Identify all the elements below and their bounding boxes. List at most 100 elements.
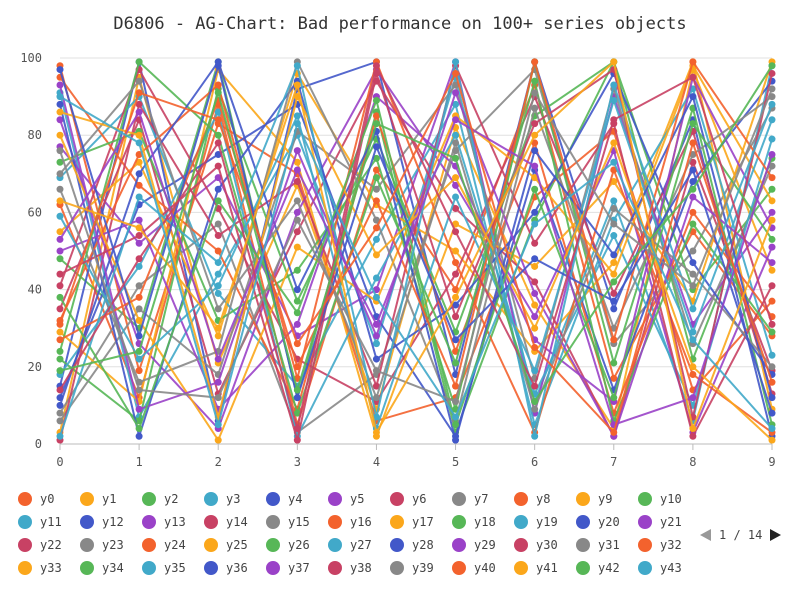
legend-item-y3[interactable]: y3 xyxy=(204,492,240,506)
legend-item-y42[interactable]: y42 xyxy=(576,561,620,575)
series-point-y30 xyxy=(135,232,143,240)
legend-marker-icon xyxy=(452,492,466,506)
series-point-y6 xyxy=(452,205,460,213)
legend-item-y26[interactable]: y26 xyxy=(266,538,310,552)
series-line-y35 xyxy=(59,61,773,437)
legend-item-y20[interactable]: y20 xyxy=(576,515,620,529)
legend-label: y41 xyxy=(536,561,558,575)
legend-item-y16[interactable]: y16 xyxy=(328,515,372,529)
legend-item-y40[interactable]: y40 xyxy=(452,561,496,575)
legend-marker-icon xyxy=(390,538,404,552)
legend-item-y38[interactable]: y38 xyxy=(328,561,372,575)
legend-item-y6[interactable]: y6 xyxy=(390,492,426,506)
pager-prev-icon[interactable] xyxy=(700,529,711,541)
legend-pager: 1 / 14 xyxy=(700,528,782,542)
legend-label: y13 xyxy=(164,515,186,529)
series-point-y38 xyxy=(56,386,64,394)
x-tick-label: 7 xyxy=(610,455,617,469)
legend-item-y28[interactable]: y28 xyxy=(390,538,434,552)
series-point-y22 xyxy=(135,100,143,108)
series-point-y27 xyxy=(452,193,460,201)
series-point-y19 xyxy=(135,262,143,270)
legend-item-y24[interactable]: y24 xyxy=(142,538,186,552)
legend-item-y12[interactable]: y12 xyxy=(80,515,124,529)
legend-item-y7[interactable]: y7 xyxy=(452,492,488,506)
legend-item-y29[interactable]: y29 xyxy=(452,538,496,552)
legend-item-y9[interactable]: y9 xyxy=(576,492,612,506)
y-tick-label: 20 xyxy=(28,360,42,374)
series-point-y20 xyxy=(214,185,222,193)
legend-item-y27[interactable]: y27 xyxy=(328,538,372,552)
legend-item-y23[interactable]: y23 xyxy=(80,538,124,552)
series-point-y8 xyxy=(135,367,143,375)
series-point-y17 xyxy=(56,328,64,336)
series-point-y32 xyxy=(610,336,618,344)
legend-marker-icon xyxy=(266,538,280,552)
series-point-y7 xyxy=(56,409,64,417)
series-point-y1 xyxy=(768,266,776,274)
x-tick-label: 5 xyxy=(452,455,459,469)
legend-label: y3 xyxy=(226,492,241,506)
legend-label: y21 xyxy=(660,515,682,529)
legend-marker-icon xyxy=(576,492,590,506)
series-point-y34 xyxy=(56,293,64,301)
legend-item-y11[interactable]: y11 xyxy=(18,515,62,529)
series-point-y26 xyxy=(214,131,222,139)
legend-item-y8[interactable]: y8 xyxy=(514,492,550,506)
legend-item-y19[interactable]: y19 xyxy=(514,515,558,529)
legend-item-y30[interactable]: y30 xyxy=(514,538,558,552)
series-point-y13 xyxy=(293,208,301,216)
legend-item-y39[interactable]: y39 xyxy=(390,561,434,575)
legend-marker-icon xyxy=(142,492,156,506)
series-point-y29 xyxy=(214,378,222,386)
legend-item-y5[interactable]: y5 xyxy=(328,492,364,506)
series-point-y22 xyxy=(689,432,697,440)
legend-item-y0[interactable]: y0 xyxy=(18,492,54,506)
legend-item-y31[interactable]: y31 xyxy=(576,538,620,552)
series-point-y10 xyxy=(293,297,301,305)
legend-item-y1[interactable]: y1 xyxy=(80,492,116,506)
legend-marker-icon xyxy=(18,515,32,529)
series-point-y31 xyxy=(135,77,143,85)
series-point-y32 xyxy=(531,58,539,66)
series-point-y1 xyxy=(531,301,539,309)
legend-marker-icon xyxy=(514,538,528,552)
legend-item-y36[interactable]: y36 xyxy=(204,561,248,575)
legend-item-y21[interactable]: y21 xyxy=(638,515,682,529)
legend-item-y22[interactable]: y22 xyxy=(18,538,62,552)
legend-item-y18[interactable]: y18 xyxy=(452,515,496,529)
legend-marker-icon xyxy=(328,515,342,529)
series-point-y41 xyxy=(293,81,301,89)
legend-item-y15[interactable]: y15 xyxy=(266,515,310,529)
legend-item-y13[interactable]: y13 xyxy=(142,515,186,529)
pager-next-icon[interactable] xyxy=(770,529,782,541)
series-point-y27 xyxy=(768,116,776,124)
legend-label: y40 xyxy=(474,561,496,575)
legend-marker-icon xyxy=(576,538,590,552)
legend-item-y10[interactable]: y10 xyxy=(638,492,682,506)
legend-item-y25[interactable]: y25 xyxy=(204,538,248,552)
series-point-y37 xyxy=(768,151,776,158)
legend-item-y33[interactable]: y33 xyxy=(18,561,62,575)
series-point-y30 xyxy=(214,162,222,170)
series-point-y4 xyxy=(610,305,618,313)
legend-item-y41[interactable]: y41 xyxy=(514,561,558,575)
series-point-y40 xyxy=(610,428,618,436)
legend-item-y34[interactable]: y34 xyxy=(80,561,124,575)
series-line-y43 xyxy=(59,95,773,430)
legend-item-y17[interactable]: y17 xyxy=(390,515,434,529)
legend-item-y2[interactable]: y2 xyxy=(142,492,178,506)
series-point-y20 xyxy=(531,208,539,216)
legend-item-y35[interactable]: y35 xyxy=(142,561,186,575)
legend-item-y43[interactable]: y43 xyxy=(638,561,682,575)
legend-label: y42 xyxy=(598,561,620,575)
legend-item-y4[interactable]: y4 xyxy=(266,492,302,506)
legend-item-y37[interactable]: y37 xyxy=(266,561,310,575)
series-point-y36 xyxy=(293,394,301,402)
legend-item-y32[interactable]: y32 xyxy=(638,538,682,552)
y-tick-label: 60 xyxy=(28,205,42,219)
legend-label: y6 xyxy=(412,492,427,506)
series-point-y31 xyxy=(372,394,380,402)
legend-item-y14[interactable]: y14 xyxy=(204,515,248,529)
legend-marker-icon xyxy=(638,561,652,575)
